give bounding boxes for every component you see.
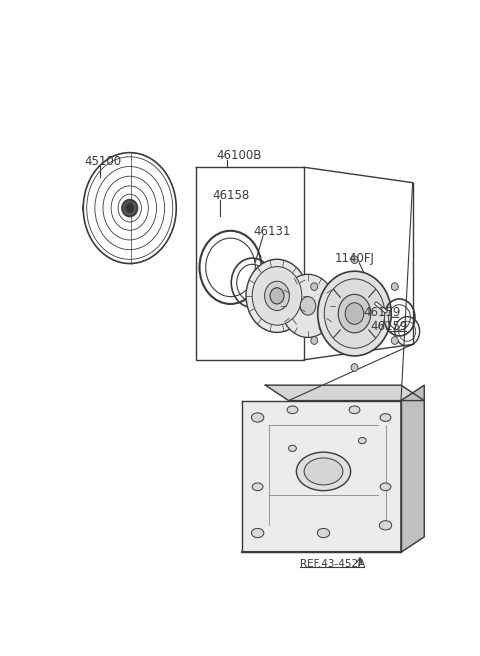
Ellipse shape bbox=[359, 438, 366, 443]
Ellipse shape bbox=[311, 337, 318, 344]
Ellipse shape bbox=[391, 337, 398, 344]
Ellipse shape bbox=[252, 413, 264, 422]
Ellipse shape bbox=[122, 199, 137, 216]
Ellipse shape bbox=[380, 414, 391, 421]
Ellipse shape bbox=[300, 297, 316, 315]
Text: 46131: 46131 bbox=[254, 224, 291, 237]
Text: 1140FJ: 1140FJ bbox=[335, 252, 375, 264]
Ellipse shape bbox=[338, 295, 371, 333]
Ellipse shape bbox=[349, 406, 360, 414]
Ellipse shape bbox=[287, 406, 298, 414]
Ellipse shape bbox=[379, 521, 392, 530]
Ellipse shape bbox=[304, 458, 343, 485]
Ellipse shape bbox=[270, 288, 284, 304]
Text: 46100B: 46100B bbox=[216, 149, 262, 162]
Ellipse shape bbox=[296, 452, 350, 491]
Ellipse shape bbox=[391, 283, 398, 291]
Polygon shape bbox=[401, 385, 424, 552]
Ellipse shape bbox=[246, 259, 308, 333]
Text: 46158: 46158 bbox=[212, 190, 249, 202]
Ellipse shape bbox=[324, 279, 385, 348]
Ellipse shape bbox=[252, 528, 264, 538]
Ellipse shape bbox=[252, 266, 302, 325]
Ellipse shape bbox=[318, 271, 391, 356]
Ellipse shape bbox=[345, 303, 364, 324]
Ellipse shape bbox=[264, 281, 289, 310]
Ellipse shape bbox=[281, 274, 335, 337]
Ellipse shape bbox=[311, 283, 318, 291]
Ellipse shape bbox=[126, 204, 133, 213]
Ellipse shape bbox=[252, 483, 263, 491]
Text: 46159: 46159 bbox=[370, 320, 408, 333]
Text: 45100: 45100 bbox=[85, 155, 122, 169]
Ellipse shape bbox=[317, 528, 330, 538]
Ellipse shape bbox=[351, 256, 358, 264]
Ellipse shape bbox=[288, 445, 296, 451]
Ellipse shape bbox=[351, 363, 358, 371]
Ellipse shape bbox=[380, 483, 391, 491]
Text: REF.43-452A: REF.43-452A bbox=[300, 559, 365, 569]
Polygon shape bbox=[242, 401, 401, 552]
Text: 46159: 46159 bbox=[364, 306, 401, 319]
Polygon shape bbox=[265, 385, 424, 401]
